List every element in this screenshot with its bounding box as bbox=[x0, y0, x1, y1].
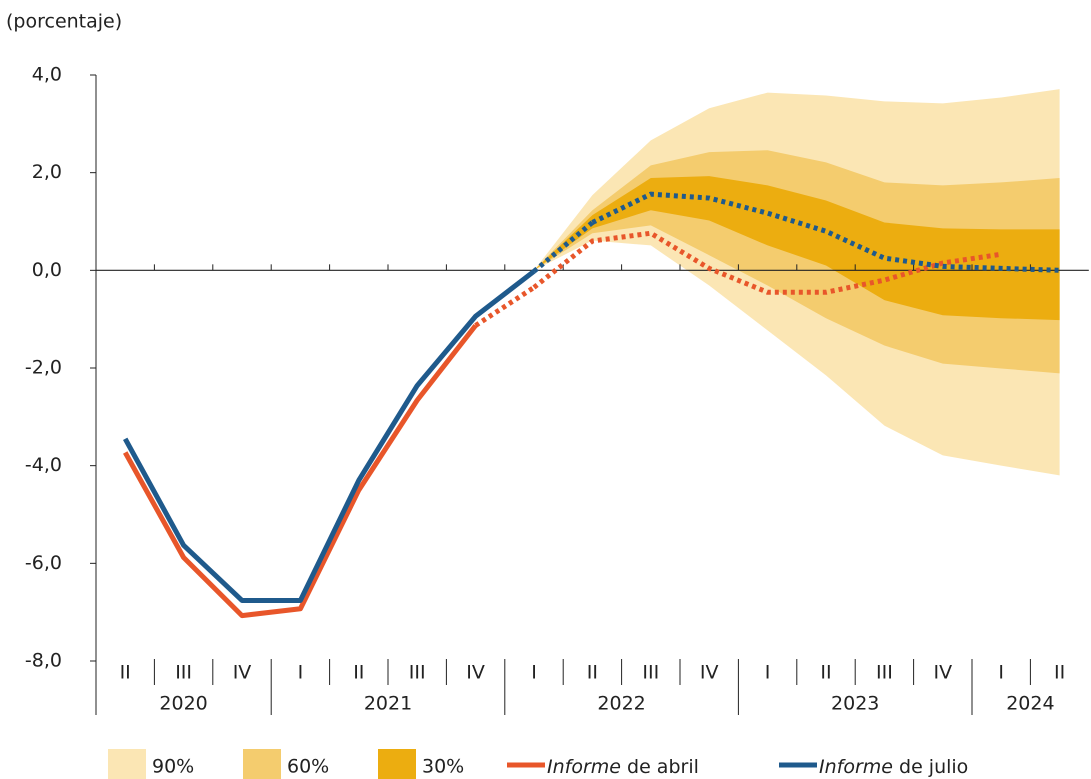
quarter-label: II bbox=[353, 662, 364, 684]
y-tick-label: -4,0 bbox=[25, 454, 62, 476]
y-tick-label: -8,0 bbox=[25, 650, 62, 672]
quarter-label: II bbox=[820, 662, 831, 684]
year-label: 2022 bbox=[597, 693, 645, 715]
year-label: 2024 bbox=[1006, 693, 1054, 715]
quarter-label: I bbox=[298, 662, 304, 684]
legend-swatch bbox=[243, 749, 281, 779]
quarter-label: IV bbox=[700, 662, 719, 684]
data-line bbox=[123, 323, 478, 619]
legend-label: 90% bbox=[152, 756, 194, 778]
quarter-label: II bbox=[120, 662, 131, 684]
legend-label: Informe de abril bbox=[547, 756, 699, 778]
year-label: 2021 bbox=[364, 693, 412, 715]
y-tick-label: -2,0 bbox=[25, 357, 62, 379]
quarter-label: I bbox=[998, 662, 1004, 684]
quarter-label: III bbox=[642, 662, 659, 684]
data-line bbox=[123, 269, 536, 603]
quarter-label: III bbox=[876, 662, 893, 684]
legend-swatch bbox=[108, 749, 146, 779]
projection-connector bbox=[474, 285, 536, 328]
quarter-label: IV bbox=[933, 662, 952, 684]
quarter-label: I bbox=[531, 662, 537, 684]
quarter-label: III bbox=[175, 662, 192, 684]
projection-line bbox=[532, 230, 1002, 295]
legend-label: 30% bbox=[422, 756, 464, 778]
y-axis-label: (porcentaje) bbox=[6, 11, 122, 33]
quarter-label: IV bbox=[233, 662, 252, 684]
quarter-label: I bbox=[765, 662, 771, 684]
legend-label: Informe de julio bbox=[819, 756, 968, 778]
legend-swatch bbox=[378, 749, 416, 779]
year-label: 2020 bbox=[159, 693, 207, 715]
legend-label: 60% bbox=[287, 756, 329, 778]
y-tick-label: -6,0 bbox=[25, 552, 62, 574]
y-tick-label: 2,0 bbox=[32, 161, 62, 183]
fan-band bbox=[534, 176, 1060, 321]
quarter-label: IV bbox=[466, 662, 485, 684]
y-tick-label: 4,0 bbox=[32, 64, 62, 86]
quarter-label: III bbox=[409, 662, 426, 684]
quarter-label: II bbox=[1054, 662, 1065, 684]
y-tick-label: 0,0 bbox=[32, 259, 62, 281]
quarter-label: II bbox=[587, 662, 598, 684]
year-label: 2023 bbox=[831, 693, 879, 715]
